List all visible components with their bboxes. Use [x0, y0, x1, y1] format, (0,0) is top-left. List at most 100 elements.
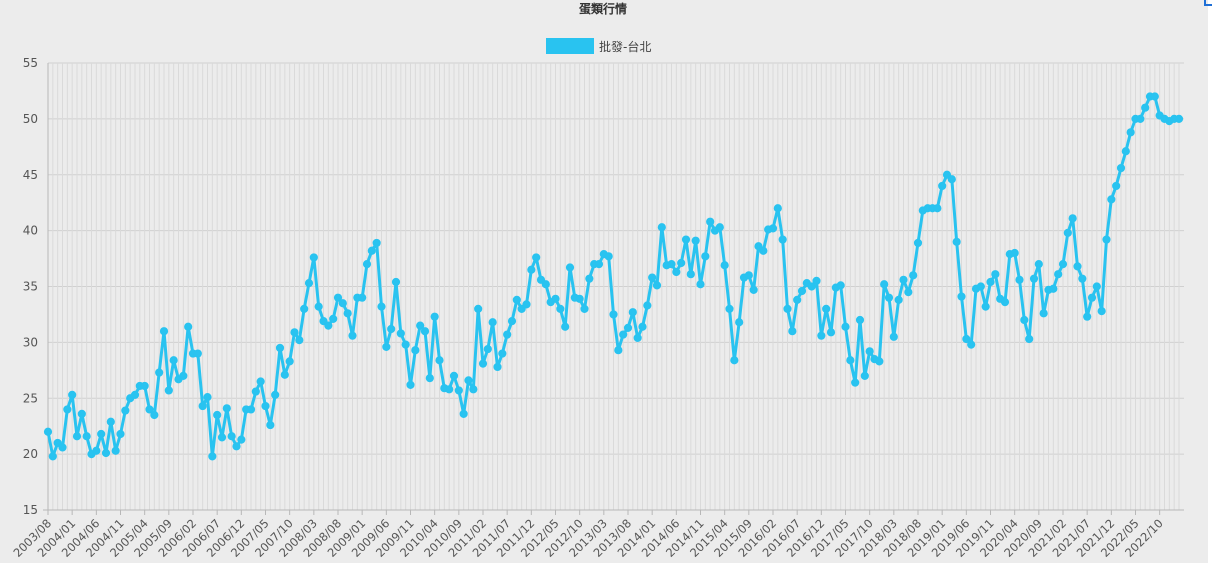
data-point[interactable]	[324, 321, 333, 330]
data-point[interactable]	[401, 340, 410, 349]
data-point[interactable]	[797, 286, 807, 296]
data-point[interactable]	[1010, 248, 1019, 258]
data-point[interactable]	[396, 329, 405, 338]
data-point[interactable]	[701, 252, 710, 261]
data-point[interactable]	[1058, 260, 1068, 269]
data-point[interactable]	[565, 263, 575, 272]
data-point[interactable]	[788, 327, 797, 336]
data-point[interactable]	[957, 292, 966, 301]
data-point[interactable]	[904, 287, 913, 297]
data-point[interactable]	[82, 432, 91, 441]
data-point[interactable]	[822, 304, 831, 313]
data-point[interactable]	[203, 393, 212, 402]
data-point[interactable]	[1126, 128, 1135, 137]
data-point[interactable]	[106, 417, 115, 426]
data-point[interactable]	[691, 236, 700, 245]
data-point[interactable]	[725, 304, 734, 313]
data-point[interactable]	[773, 204, 782, 213]
data-point[interactable]	[140, 381, 149, 391]
data-point[interactable]	[541, 280, 550, 289]
data-point[interactable]	[768, 224, 778, 233]
data-point[interactable]	[1092, 282, 1101, 291]
data-point[interactable]	[300, 304, 309, 313]
data-point[interactable]	[836, 281, 845, 290]
data-point[interactable]	[826, 328, 836, 337]
data-point[interactable]	[947, 175, 956, 184]
data-point[interactable]	[1097, 306, 1106, 316]
data-point[interactable]	[1174, 114, 1184, 123]
data-point[interactable]	[459, 409, 468, 418]
data-point[interactable]	[1034, 260, 1043, 269]
data-point[interactable]	[68, 390, 77, 399]
data-point[interactable]	[280, 370, 289, 379]
data-point[interactable]	[1121, 147, 1130, 156]
data-point[interactable]	[77, 409, 86, 418]
data-point[interactable]	[377, 302, 386, 311]
data-point[interactable]	[672, 267, 681, 277]
data-point[interactable]	[855, 315, 865, 325]
data-point[interactable]	[986, 277, 995, 287]
data-point[interactable]	[667, 260, 676, 269]
data-point[interactable]	[1025, 334, 1034, 344]
data-point[interactable]	[304, 279, 314, 288]
data-point[interactable]	[778, 235, 787, 244]
data-point[interactable]	[991, 270, 1000, 279]
data-point[interactable]	[251, 387, 260, 396]
data-point[interactable]	[962, 334, 971, 344]
data-point[interactable]	[295, 336, 304, 345]
data-point[interactable]	[130, 390, 140, 399]
data-point[interactable]	[575, 294, 584, 303]
data-point[interactable]	[1049, 284, 1058, 293]
data-point[interactable]	[1015, 275, 1024, 284]
data-point[interactable]	[696, 280, 705, 289]
data-point[interactable]	[227, 432, 236, 441]
data-point[interactable]	[464, 376, 473, 385]
data-point[interactable]	[372, 238, 381, 248]
data-point[interactable]	[362, 260, 372, 269]
data-point[interactable]	[1116, 163, 1126, 173]
data-point[interactable]	[527, 265, 536, 274]
data-point[interactable]	[657, 223, 666, 232]
data-point[interactable]	[430, 312, 439, 321]
data-point[interactable]	[48, 452, 57, 461]
data-point[interactable]	[449, 371, 459, 380]
data-point[interactable]	[416, 321, 425, 330]
data-point[interactable]	[237, 435, 246, 444]
data-point[interactable]	[638, 322, 647, 331]
data-point[interactable]	[913, 238, 923, 248]
data-point[interactable]	[198, 401, 207, 411]
data-point[interactable]	[909, 271, 918, 280]
data-point[interactable]	[551, 294, 560, 303]
data-point[interactable]	[720, 261, 729, 270]
data-point[interactable]	[285, 357, 294, 366]
data-point[interactable]	[556, 304, 565, 313]
data-point[interactable]	[677, 258, 686, 268]
data-point[interactable]	[512, 295, 521, 305]
data-point[interactable]	[817, 331, 826, 340]
data-point[interactable]	[933, 204, 942, 213]
data-point[interactable]	[604, 252, 613, 261]
data-point[interactable]	[314, 302, 323, 311]
data-point[interactable]	[488, 318, 497, 327]
data-point[interactable]	[1020, 315, 1029, 325]
data-point[interactable]	[338, 299, 347, 308]
data-point[interactable]	[63, 405, 72, 414]
data-point[interactable]	[841, 322, 850, 331]
data-point[interactable]	[217, 433, 227, 442]
data-point[interactable]	[1039, 309, 1048, 318]
data-point[interactable]	[1102, 235, 1111, 244]
data-point[interactable]	[875, 357, 884, 366]
data-point[interactable]	[150, 410, 159, 420]
data-point[interactable]	[420, 327, 430, 336]
data-point[interactable]	[532, 253, 541, 262]
data-point[interactable]	[860, 371, 869, 380]
data-point[interactable]	[1029, 274, 1039, 283]
data-point[interactable]	[967, 340, 976, 349]
data-point[interactable]	[503, 330, 512, 339]
data-point[interactable]	[730, 356, 739, 365]
data-point[interactable]	[706, 217, 715, 226]
data-point[interactable]	[97, 429, 106, 439]
data-point[interactable]	[58, 443, 67, 452]
data-point[interactable]	[348, 331, 357, 340]
data-point[interactable]	[614, 346, 623, 355]
